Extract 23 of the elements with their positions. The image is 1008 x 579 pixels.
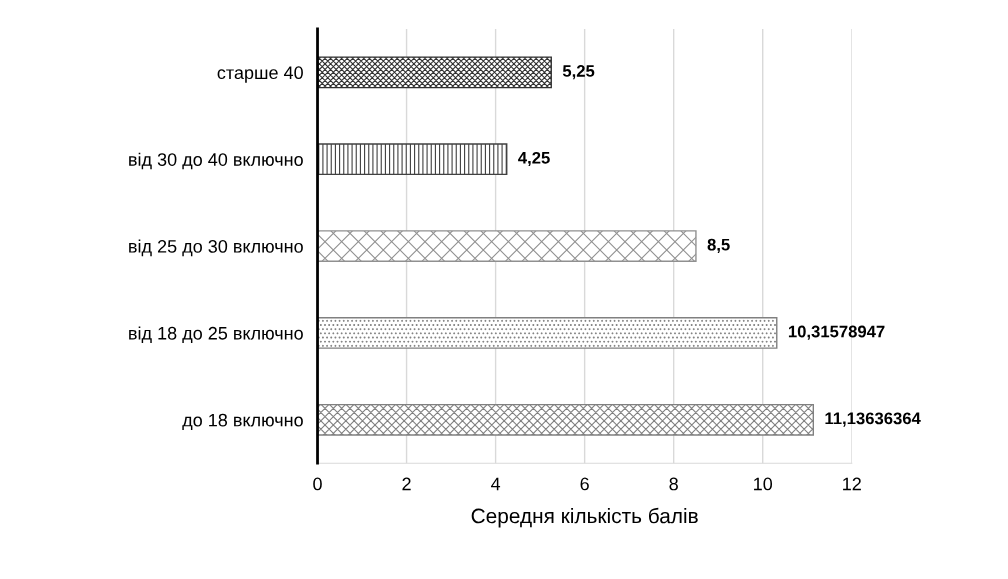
bar: [317, 143, 508, 176]
x-tick-label: 6: [580, 477, 589, 491]
bar: [317, 56, 552, 89]
x-tick-label: 4: [490, 477, 501, 491]
data-label: 4,25: [518, 151, 550, 167]
y-tick-label: від 30 до 40 включно: [129, 152, 303, 170]
bar: [317, 403, 815, 436]
data-label: 5,25: [562, 65, 595, 80]
x-tick-label: 12: [843, 477, 861, 491]
data-label: 8,5: [707, 238, 730, 253]
bar: [317, 317, 778, 349]
y-tick-label: старше 40: [217, 66, 303, 83]
y-tick-label: до 18 включно: [182, 413, 303, 430]
bar: [317, 230, 697, 262]
data-label: 11,13636364: [825, 412, 921, 427]
x-tick-label: 2: [402, 477, 411, 491]
x-tick-label: 8: [669, 477, 678, 491]
x-axis-title: Середня кількість балів: [471, 507, 698, 528]
x-tick-label: 0: [313, 477, 322, 491]
x-tick-label: 10: [754, 477, 773, 491]
data-label: 10,31578947: [788, 325, 885, 340]
y-tick-label: від 18 до 25 включно: [129, 326, 303, 344]
y-tick-label: від 25 до 30 включно: [129, 239, 303, 257]
